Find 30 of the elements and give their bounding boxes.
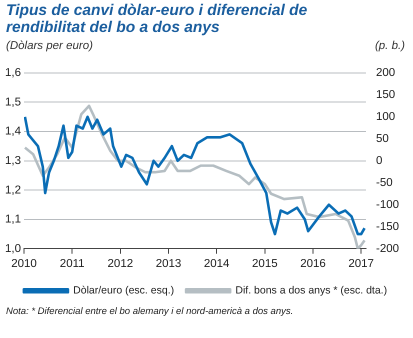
y-tick-label: 1,2 [4,184,21,196]
y2-tick-label: -150 [376,220,400,233]
x-tick-label: 2015 [252,258,278,270]
y2-tick-label: -50 [376,176,393,189]
y2-tick-label: 100 [376,111,396,124]
y-axis-title: (Dòlars per euro) [6,40,93,52]
x-tick-label: 2012 [108,258,134,270]
x-tick-label: 2014 [204,258,230,270]
x-tick-label: 2011 [60,258,85,270]
y2-tick-label: -100 [376,198,400,211]
x-tick-label: 2017 [348,258,374,270]
x-tick-label: 2013 [156,258,182,270]
x-tick-label: 2010 [11,258,37,270]
y-tick-label: 1,5 [4,96,21,108]
y2-tick-label: -200 [376,242,400,255]
y-tick-label: 1,0 [4,242,21,255]
chart-title: Tipus de canvi dòlar-euro i diferencial de rendibilitat del bo a dos anys [6,2,308,36]
y-tick-label: 1,3 [4,154,21,167]
text: Nota: * Diferencial entre el bo alemany i el nord-americà a dos anys. [6,306,294,318]
x-tick-label: 2016 [300,258,326,270]
y2-tick-label: 200 [376,67,396,80]
y2-axis-title: (p. b.) [374,40,405,52]
y2-tick-label: 150 [376,89,396,102]
y-tick-label: 1,6 [4,67,21,80]
legend-label: Dif. bons a dos anys * (esc. dta.) [235,284,388,297]
y-tick-label: 1,1 [4,214,21,226]
legend-label: Dòlar/euro (esc. esq.) [73,284,174,297]
y-tick-label: 1,4 [4,126,22,138]
y2-tick-label: 0 [376,154,382,167]
y2-tick-label: 50 [376,132,389,145]
